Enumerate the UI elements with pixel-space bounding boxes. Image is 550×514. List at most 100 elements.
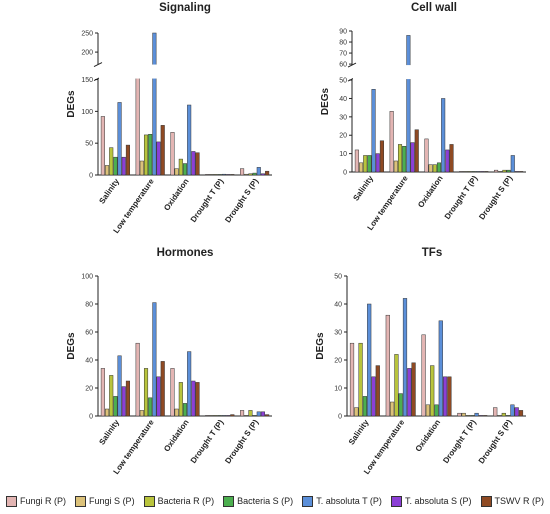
bar	[170, 132, 175, 176]
bar	[410, 142, 415, 173]
bar	[109, 147, 114, 176]
bar	[156, 376, 161, 417]
legend-label: TSWV R (P)	[494, 496, 545, 506]
bar	[371, 376, 376, 417]
x-tick-label: Drought T (P)	[443, 174, 480, 221]
chart-panel-signaling: SignalingDEGs050100150200250SalinityLow …	[66, 2, 273, 235]
bar	[240, 410, 245, 417]
bar	[402, 298, 408, 417]
x-tick-label: Salinity	[351, 174, 375, 203]
y-tick-label: 50	[339, 78, 347, 85]
bar	[260, 411, 265, 417]
chart-panel-cell-wall: Cell wall DEGs 0 10 20 30 40 50 60 70 80 90 Salinity…	[320, 2, 527, 232]
bar	[424, 138, 429, 173]
axis-break-gap	[353, 65, 527, 80]
bar	[256, 411, 261, 417]
bar	[160, 361, 165, 417]
axis-break-gap	[99, 64, 273, 79]
legend-swatch	[6, 495, 17, 507]
bar	[465, 415, 471, 417]
bar	[226, 415, 231, 417]
bar	[248, 173, 253, 176]
y-tick-label: 250	[81, 31, 93, 38]
y-tick-label: 150	[81, 77, 93, 84]
legend-label: Fungi R (P)	[20, 496, 67, 506]
bar	[265, 414, 270, 417]
bar	[519, 171, 524, 173]
y-tick-label: 100	[81, 109, 93, 116]
bar	[474, 412, 479, 417]
bar	[514, 407, 519, 417]
bar	[502, 169, 507, 173]
bar	[445, 149, 450, 173]
bar	[121, 386, 126, 417]
y-tick-label: 50	[334, 274, 342, 281]
chart-title: Hormones	[157, 247, 214, 259]
bar	[514, 171, 519, 173]
bar	[421, 334, 426, 417]
bar	[501, 412, 506, 417]
bar	[105, 165, 110, 176]
y-axis-label: DEGs	[320, 87, 331, 115]
bar	[182, 163, 188, 176]
legend-swatch	[143, 495, 155, 507]
x-tick-label: Drought S (P)	[477, 174, 514, 222]
y-tick-label: 30	[334, 330, 342, 337]
bar	[205, 174, 210, 176]
legend-item: Fungi S (P)	[75, 495, 135, 507]
bar	[506, 415, 511, 417]
bar	[367, 303, 372, 417]
y-tick-label: 90	[339, 29, 347, 36]
legend-swatch	[480, 495, 492, 507]
legend-item: Fungi R (P)	[6, 495, 67, 507]
figure: SignalingDEGs050100150200250SalinityLow …	[66, 2, 527, 476]
bar	[252, 172, 257, 176]
bar	[442, 376, 448, 417]
bar	[459, 171, 464, 173]
x-tick-label: Drought T (P)	[189, 177, 226, 224]
chart-title: TFs	[422, 247, 442, 259]
y-tick-label: 60	[339, 62, 347, 69]
bar	[121, 156, 126, 176]
y-tick-label: 20	[334, 358, 342, 365]
bar	[389, 111, 394, 173]
bar	[393, 160, 398, 173]
bar	[358, 342, 363, 417]
bar	[354, 149, 359, 173]
y-tick-label: 20	[85, 386, 93, 393]
bar	[125, 380, 130, 417]
y-axis-label: DEGs	[315, 332, 326, 360]
x-tick-label: Drought T (P)	[441, 418, 478, 465]
y-tick-label: 20	[339, 133, 347, 140]
bar	[390, 401, 395, 417]
bar	[152, 32, 157, 176]
bar	[217, 174, 222, 176]
bar	[407, 368, 412, 417]
bar	[506, 169, 511, 173]
bar	[406, 35, 411, 173]
bar	[230, 414, 235, 417]
bar	[125, 144, 130, 176]
x-tick-label: Oxidation	[162, 177, 191, 212]
bar	[349, 342, 355, 417]
bar	[480, 171, 485, 173]
bar	[428, 164, 433, 173]
bar	[434, 404, 439, 417]
bar	[174, 408, 179, 417]
bar	[170, 368, 175, 417]
legend-item: TSWV R (P)	[480, 495, 545, 507]
bar	[510, 155, 515, 173]
y-tick-label: 80	[85, 302, 93, 309]
bar	[438, 320, 443, 417]
legend-item: Bacteria S (P)	[223, 495, 294, 507]
y-tick-label: 70	[339, 51, 347, 58]
y-tick-label: 40	[334, 302, 342, 309]
bar	[430, 365, 435, 417]
bar	[402, 146, 407, 173]
y-tick-label: 30	[339, 114, 347, 121]
legend-label: Bacteria S (P)	[237, 496, 294, 506]
bar	[252, 415, 257, 417]
legend-item: Bacteria R (P)	[143, 495, 214, 507]
legend: Fungi R (P) Fungi S (P) Bacteria R (P) Bact…	[0, 492, 550, 510]
